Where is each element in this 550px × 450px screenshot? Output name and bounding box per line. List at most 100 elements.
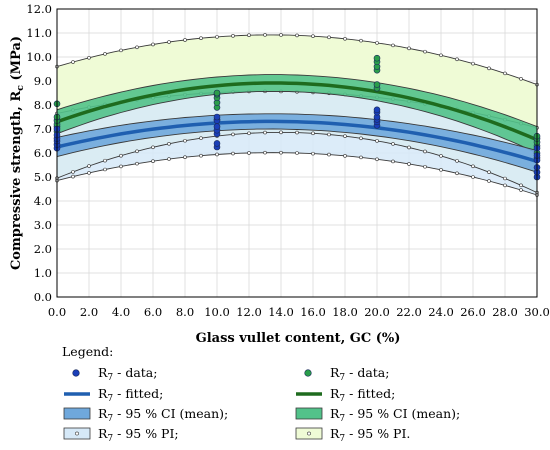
x-tick-label: 2.0 bbox=[80, 305, 98, 319]
green-pi-upper-marker bbox=[327, 35, 331, 40]
green-pi-lower-marker bbox=[311, 131, 315, 136]
blue-pi-lower-marker bbox=[487, 179, 491, 183]
y-tick-label: 9.0 bbox=[34, 74, 52, 88]
green-pi-lower-marker bbox=[391, 142, 395, 146]
green-data-point bbox=[213, 89, 221, 97]
blue-pi-lower-marker bbox=[151, 159, 155, 164]
green-pi-upper-marker bbox=[167, 40, 171, 44]
y-tick-label: 7.0 bbox=[34, 122, 52, 136]
legend-label-symbol: R bbox=[98, 406, 108, 421]
green-fitted-line bbox=[55, 81, 539, 142]
blue-pi-lower-marker bbox=[263, 150, 267, 155]
legend-swatch-blue-point bbox=[72, 369, 80, 377]
green-pi-lower-marker bbox=[503, 176, 507, 181]
blue-pi-lower-marker bbox=[455, 171, 459, 176]
y-axis-label: Compressive strength, Rc (MPa) bbox=[9, 36, 26, 270]
green-pi-lower-marker bbox=[439, 154, 443, 158]
blue-data-point bbox=[213, 113, 221, 121]
y-tick-label: 3.0 bbox=[34, 218, 52, 232]
legend-label: R7 - data; bbox=[330, 365, 389, 383]
green-pi-lower-marker bbox=[423, 149, 427, 154]
blue-pi-lower-marker bbox=[71, 174, 75, 179]
green-pi-upper-marker bbox=[391, 43, 395, 48]
green-pi-upper-marker bbox=[279, 33, 283, 37]
green-pi-lower-marker bbox=[487, 170, 491, 174]
bands bbox=[55, 33, 539, 197]
blue-pi-lower-marker bbox=[247, 151, 251, 155]
green-pi-lower-marker bbox=[151, 145, 155, 150]
green-pi-lower-marker bbox=[279, 130, 283, 135]
green-pi-lower-marker bbox=[327, 132, 331, 137]
blue-pi-lower-marker bbox=[423, 164, 427, 169]
green-pi-upper-marker bbox=[375, 41, 379, 45]
blue-ci-band bbox=[57, 113, 537, 173]
green-pi-upper-marker bbox=[359, 38, 363, 43]
blue-pi-lower-marker bbox=[359, 155, 363, 160]
legend-pi-marker bbox=[307, 431, 311, 436]
legend-title: Legend: bbox=[62, 344, 113, 359]
tick-labels: 0.0 2.0 4.0 6.0 8.0 10.0 12.0 14.0 16.0 18.0 20.0 2… bbox=[26, 2, 549, 319]
blue-pi-lower-marker bbox=[439, 168, 443, 172]
green-pi-lower-marker bbox=[359, 136, 363, 141]
green-pi-upper-marker bbox=[311, 34, 315, 38]
green-pi-upper-marker bbox=[487, 66, 491, 71]
blue-pi-lower-marker bbox=[311, 151, 315, 156]
x-tick-label: 0.0 bbox=[48, 305, 66, 319]
blue-pi-lower-marker bbox=[183, 155, 187, 160]
x-tick-label: 14.0 bbox=[268, 305, 294, 319]
y-tick-label: 0.0 bbox=[34, 290, 52, 304]
blue-pi-lower-marker bbox=[391, 159, 395, 164]
axes bbox=[56, 8, 538, 298]
blue-pi-lower-marker bbox=[327, 152, 331, 157]
legend-swatch-blue-ci bbox=[63, 407, 91, 420]
green-pi-lower-marker bbox=[71, 170, 75, 174]
y-tick-label: 8.0 bbox=[34, 98, 52, 112]
legend-point-marker bbox=[72, 369, 80, 377]
legend-label-sub: 7 bbox=[107, 414, 113, 424]
green-ci-band bbox=[57, 74, 537, 153]
green-pi-upper-marker bbox=[439, 53, 443, 58]
y-tick-label: 12.0 bbox=[26, 2, 52, 16]
green-data-point bbox=[373, 81, 381, 88]
green-pi-lower-marker bbox=[471, 164, 475, 169]
legend-label: R7 - 95 % PI; bbox=[98, 426, 179, 444]
blue-data-point bbox=[373, 106, 381, 114]
green-pi-upper-marker bbox=[119, 48, 123, 53]
blue-pi-lower-marker bbox=[375, 157, 379, 162]
blue-pi-lower-marker bbox=[215, 152, 219, 157]
x-tick-label: 12.0 bbox=[236, 305, 262, 319]
green-pi-upper-marker bbox=[407, 46, 411, 51]
y-tick-label: 4.0 bbox=[34, 194, 52, 208]
legend-label-sub: 7 bbox=[107, 373, 113, 383]
green-pi-lower-marker bbox=[263, 130, 267, 135]
blue-pi-lower-marker bbox=[231, 151, 235, 156]
blue-data-point bbox=[213, 140, 221, 147]
blue-ci-lower bbox=[56, 128, 538, 173]
legend-label-text: - 95 % PI; bbox=[113, 426, 178, 441]
green-pi-lower-marker bbox=[247, 131, 251, 136]
legend-label: R7 - data; bbox=[98, 365, 157, 383]
green-ci-upper bbox=[56, 74, 538, 128]
fitted-curves bbox=[55, 81, 539, 164]
blue-pi-lower-marker bbox=[407, 162, 411, 166]
legend-label-text: - fitted; bbox=[113, 386, 163, 401]
x-tick-label: 24.0 bbox=[428, 305, 454, 319]
green-pi-upper-marker bbox=[103, 52, 107, 56]
legend-label-symbol: R bbox=[330, 406, 340, 421]
blue-pi-lower-marker bbox=[519, 188, 523, 192]
legend-label-text: - 95 % PI. bbox=[345, 426, 410, 441]
green-pi-upper-marker bbox=[247, 33, 251, 38]
green-pi-upper-marker bbox=[455, 57, 459, 62]
y-tick-label: 1.0 bbox=[34, 266, 52, 280]
green-pi-upper-marker bbox=[199, 36, 203, 41]
green-pi-lower-marker bbox=[519, 183, 523, 188]
x-tick-label: 22.0 bbox=[396, 305, 422, 319]
x-tick-label: 8.0 bbox=[176, 305, 194, 319]
legend-label-text: - data; bbox=[113, 365, 157, 380]
legend-ci-box bbox=[295, 407, 323, 420]
x-tick-label: 16.0 bbox=[300, 305, 326, 319]
y-axis-label-main: Compressive strength, R bbox=[9, 91, 24, 270]
green-data-point bbox=[373, 54, 381, 62]
blue-data-point bbox=[213, 123, 221, 130]
green-pi-lower-marker bbox=[343, 134, 347, 138]
